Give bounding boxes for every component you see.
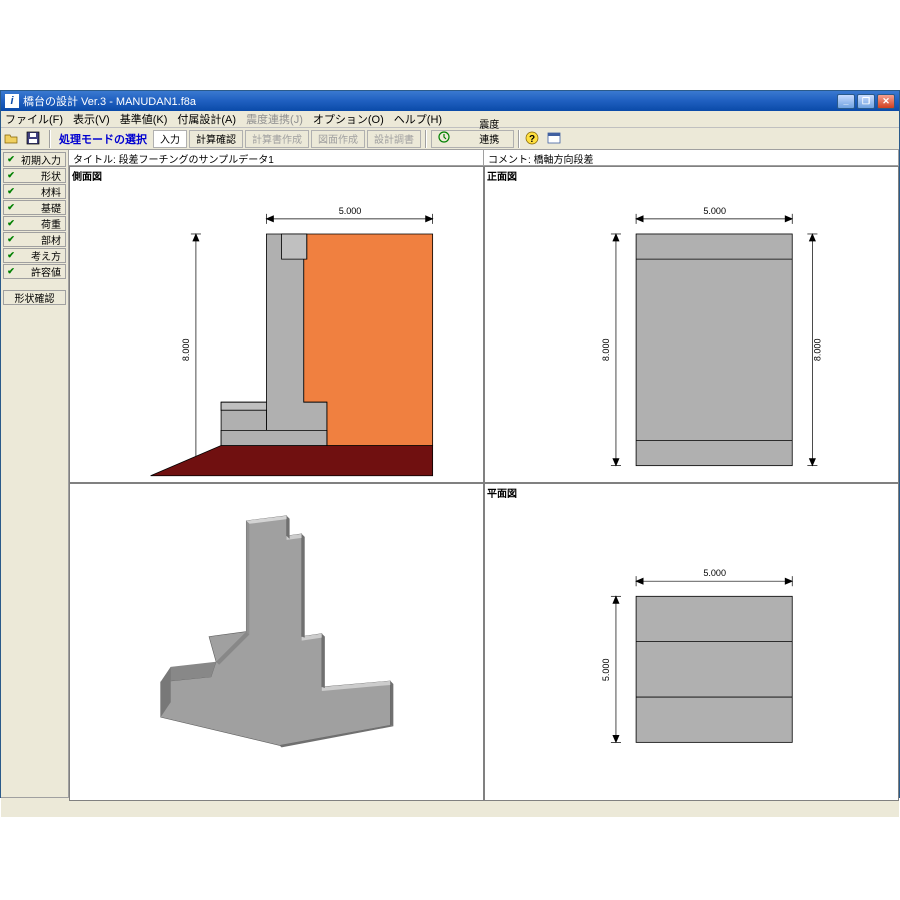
- comment-label: コメント:: [488, 155, 531, 166]
- sidebar-item-label: 部材: [18, 232, 63, 247]
- separator: [425, 130, 427, 148]
- content-area: ✔初期入力 ✔形状 ✔材料 ✔基礎 ✔荷重 ✔部材 ✔考え方 ✔許容値 形状確認…: [1, 150, 899, 797]
- dim-width: 5.000: [703, 568, 726, 578]
- sidebar-confirm-label: 形状確認: [15, 290, 55, 305]
- menu-std[interactable]: 基準値(K): [120, 111, 168, 127]
- side-svg: 5.000 8.000: [70, 167, 483, 482]
- separator: [518, 130, 520, 148]
- mode-drawing-button[interactable]: 図面作成: [311, 130, 365, 148]
- view-front-label: 正面図: [487, 168, 517, 183]
- check-icon: ✔: [6, 187, 16, 197]
- sidebar-item-label: 考え方: [18, 248, 63, 263]
- view-3d[interactable]: [69, 483, 484, 800]
- info-icon[interactable]: [546, 130, 566, 148]
- view-plan-label: 平面図: [487, 485, 517, 500]
- views-grid: 側面図 5.000: [69, 166, 899, 801]
- sidebar-item-label: 荷重: [18, 216, 63, 231]
- sidebar-item-label: 初期入力: [18, 152, 63, 167]
- check-icon: ✔: [6, 251, 16, 261]
- menubar: ファイル(F) 表示(V) 基準値(K) 付属設計(A) 震度連携(J) オプシ…: [1, 111, 899, 128]
- iso-svg: [70, 484, 483, 799]
- mode-calc-confirm-button[interactable]: 計算確認: [189, 130, 243, 148]
- main-area: タイトル: 段差フーチングのサンプルデータ1 コメント: 橋軸方向段差 側面図: [69, 150, 899, 797]
- sidebar-item-label: 形状: [18, 168, 63, 183]
- comment-cell: コメント: 橋軸方向段差: [484, 150, 899, 165]
- check-icon: ✔: [6, 219, 16, 229]
- menu-help[interactable]: ヘルプ(H): [394, 111, 442, 127]
- check-icon: ✔: [6, 171, 16, 181]
- sidebar-item-label: 許容値: [18, 264, 63, 279]
- comment-value: 橋軸方向段差: [534, 155, 594, 166]
- open-icon[interactable]: [3, 130, 23, 148]
- title-label: タイトル:: [73, 155, 116, 166]
- sidebar: ✔初期入力 ✔形状 ✔材料 ✔基礎 ✔荷重 ✔部材 ✔考え方 ✔許容値 形状確認: [1, 150, 69, 797]
- sidebar-shape-confirm[interactable]: 形状確認: [3, 290, 66, 305]
- plan-svg: 5.000 5.000: [485, 484, 898, 799]
- menu-file[interactable]: ファイル(F): [5, 111, 63, 127]
- sidebar-item-concept[interactable]: ✔考え方: [3, 248, 66, 263]
- separator: [49, 130, 51, 148]
- window-buttons: _ ❐ ✕: [837, 94, 895, 109]
- infobar: タイトル: 段差フーチングのサンプルデータ1 コメント: 橋軸方向段差: [69, 150, 899, 166]
- front-svg: 5.000 8.000: [485, 167, 898, 482]
- mode-input-button[interactable]: 入力: [153, 130, 187, 148]
- sidebar-item-label: 基礎: [18, 200, 63, 215]
- dim-width: 5.000: [339, 206, 362, 216]
- check-icon: ✔: [6, 155, 16, 165]
- toolbar: 処理モードの選択 入力 計算確認 計算書作成 図面作成 設計調書 震度連携へ ?: [1, 128, 899, 150]
- view-front[interactable]: 正面図 5.000: [484, 166, 899, 483]
- dim-height-left: 8.000: [601, 338, 611, 361]
- dim-height: 8.000: [181, 338, 191, 361]
- sidebar-item-allowable[interactable]: ✔許容値: [3, 264, 66, 279]
- sidebar-item-foundation[interactable]: ✔基礎: [3, 200, 66, 215]
- sidebar-item-shape[interactable]: ✔形状: [3, 168, 66, 183]
- close-button[interactable]: ✕: [877, 94, 895, 109]
- svg-text:?: ?: [529, 134, 535, 145]
- sidebar-item-member[interactable]: ✔部材: [3, 232, 66, 247]
- mode-label: 処理モードの選択: [55, 131, 151, 147]
- titlebar: i 橋台の設計 Ver.3 - MANUDAN1.f8a _ ❐ ✕: [1, 91, 899, 111]
- sidebar-item-label: 材料: [18, 184, 63, 199]
- menu-option[interactable]: オプション(O): [313, 111, 384, 127]
- minimize-button[interactable]: _: [837, 94, 855, 109]
- app-icon: i: [5, 94, 19, 108]
- view-side-label: 側面図: [72, 168, 102, 183]
- menu-view[interactable]: 表示(V): [73, 111, 110, 127]
- maximize-button[interactable]: ❐: [857, 94, 875, 109]
- mode-seismic-button[interactable]: 震度連携へ: [431, 130, 514, 148]
- check-icon: ✔: [6, 267, 16, 277]
- check-icon: ✔: [6, 203, 16, 213]
- menu-attach[interactable]: 付属設計(A): [177, 111, 236, 127]
- sidebar-item-initial[interactable]: ✔初期入力: [3, 152, 66, 167]
- mode-design-report-button[interactable]: 設計調書: [367, 130, 421, 148]
- sidebar-item-load[interactable]: ✔荷重: [3, 216, 66, 231]
- dim-width: 5.000: [703, 206, 726, 216]
- title-value: 段差フーチングのサンプルデータ1: [119, 155, 274, 166]
- app-window: i 橋台の設計 Ver.3 - MANUDAN1.f8a _ ❐ ✕ ファイル(…: [0, 90, 900, 798]
- dim-height: 5.000: [601, 659, 611, 682]
- mode-calc-report-button[interactable]: 計算書作成: [245, 130, 309, 148]
- sidebar-item-material[interactable]: ✔材料: [3, 184, 66, 199]
- window-title: 橋台の設計 Ver.3 - MANUDAN1.f8a: [23, 93, 837, 109]
- view-plan[interactable]: 平面図 5.000: [484, 483, 899, 800]
- menu-seismic: 震度連携(J): [246, 111, 303, 127]
- save-icon[interactable]: [25, 130, 45, 148]
- view-side[interactable]: 側面図 5.000: [69, 166, 484, 483]
- help-icon[interactable]: ?: [524, 130, 544, 148]
- title-cell: タイトル: 段差フーチングのサンプルデータ1: [69, 150, 484, 165]
- dim-height-right: 8.000: [812, 338, 822, 361]
- check-icon: ✔: [6, 235, 16, 245]
